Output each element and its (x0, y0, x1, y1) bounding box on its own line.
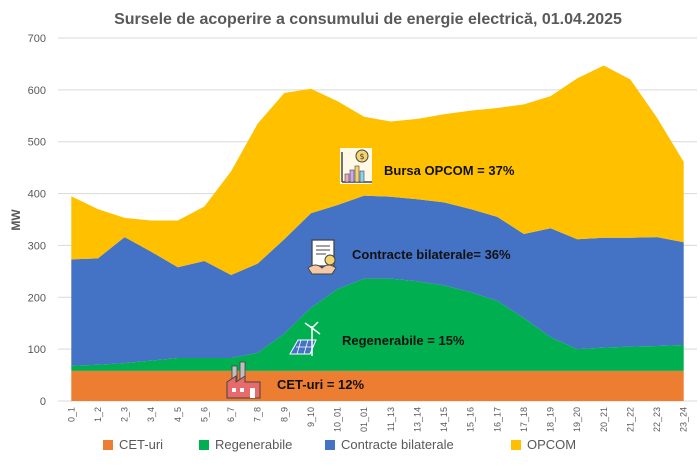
legend-label-opcom: OPCOM (527, 437, 576, 452)
annotation-cet-label: CET-uri = 12% (277, 377, 364, 392)
svg-text:$: $ (359, 152, 364, 161)
x-tick-label: 16_17 (492, 407, 502, 432)
solar-wind-icon (289, 321, 321, 356)
annotation-regenerabile: Regenerabile = 15% (289, 321, 465, 356)
x-tick-label: 19_20 (572, 407, 582, 432)
chart-title: Sursele de acoperire a consumului de ene… (114, 11, 622, 28)
y-tick-label: 400 (28, 189, 46, 201)
legend-swatch-opcom (511, 440, 521, 450)
y-tick-label: 300 (28, 240, 46, 252)
y-tick-label: 200 (28, 292, 46, 304)
x-tick-label: 7_8 (253, 407, 263, 422)
x-tick-label: 22_23 (652, 407, 662, 432)
x-tick-label: 5_6 (199, 407, 209, 422)
x-tick-label: 9_10 (306, 407, 316, 427)
x-tick-label: 10_01 (333, 407, 343, 432)
chart-bars-icon: $ (340, 148, 372, 184)
y-tick-label: 700 (28, 33, 46, 45)
x-tick-label: 6_7 (226, 407, 236, 422)
annotation-cet: CET-uri = 12% (226, 361, 364, 399)
annotation-opcom: $ Bursa OPCOM = 37% (340, 148, 515, 184)
y-tick-label: 500 (28, 137, 46, 149)
y-tick-label: 600 (28, 85, 46, 97)
x-tick-label: 14_15 (439, 407, 449, 432)
annotation-contracte-label: Contracte bilaterale= 36% (352, 247, 511, 262)
legend-label-cet-uri: CET-uri (119, 437, 163, 452)
x-tick-label: 17_18 (519, 407, 529, 432)
area-series-regenerabile (71, 278, 684, 371)
legend-label-contracte-bilaterale: Contracte bilaterale (341, 437, 454, 452)
x-tick-label: 0_1 (66, 407, 76, 422)
x-tick-label: 11_13 (386, 407, 396, 431)
x-tick-label: 2_3 (120, 407, 130, 422)
legend-swatch-contracte-bilaterale (325, 440, 335, 450)
area-series-cet-uri (71, 370, 684, 401)
legend-swatch-cet-uri (103, 440, 113, 450)
area-layer (71, 65, 684, 401)
y-tick-label: 0 (40, 396, 46, 408)
x-axis-ticks: 0_1 1_2 2_3 3_4 4_5 5_6 6_7 7_8 8_9 9_10 10_01 01_0… (66, 407, 688, 432)
x-tick-label: 18_19 (546, 407, 556, 432)
x-tick-label: 15_16 (466, 407, 476, 432)
x-tick-label: 8_9 (279, 407, 289, 422)
contract-handshake-icon (307, 239, 337, 275)
x-tick-label: 21_22 (625, 407, 635, 432)
y-tick-label: 100 (28, 344, 46, 356)
x-tick-label: 01_01 (359, 407, 369, 432)
x-tick-label: 13_14 (412, 407, 422, 432)
x-tick-label: 20_21 (599, 407, 609, 432)
x-tick-label: 1_2 (93, 407, 103, 422)
annotation-regenerabile-label: Regenerabile = 15% (342, 333, 465, 348)
legend: CET-uri Regenerabile Contracte bilaterale O… (103, 437, 576, 452)
annotation-opcom-label: Bursa OPCOM = 37% (384, 163, 515, 178)
y-axis-label: MW (9, 209, 23, 231)
legend-label-regenerabile: Regenerabile (215, 437, 292, 452)
x-tick-label: 23_24 (679, 407, 689, 432)
x-tick-label: 4_5 (173, 407, 183, 422)
y-axis-ticks: 0 100 200 300 400 500 600 700 (28, 33, 46, 408)
area-series-opcom (71, 65, 684, 275)
annotation-contracte: Contracte bilaterale= 36% (307, 239, 511, 275)
x-tick-label: 3_4 (146, 407, 156, 422)
area-series-contracte-bilaterale (71, 195, 684, 366)
factory-icon (226, 361, 261, 399)
legend-swatch-regenerabile (199, 440, 209, 450)
